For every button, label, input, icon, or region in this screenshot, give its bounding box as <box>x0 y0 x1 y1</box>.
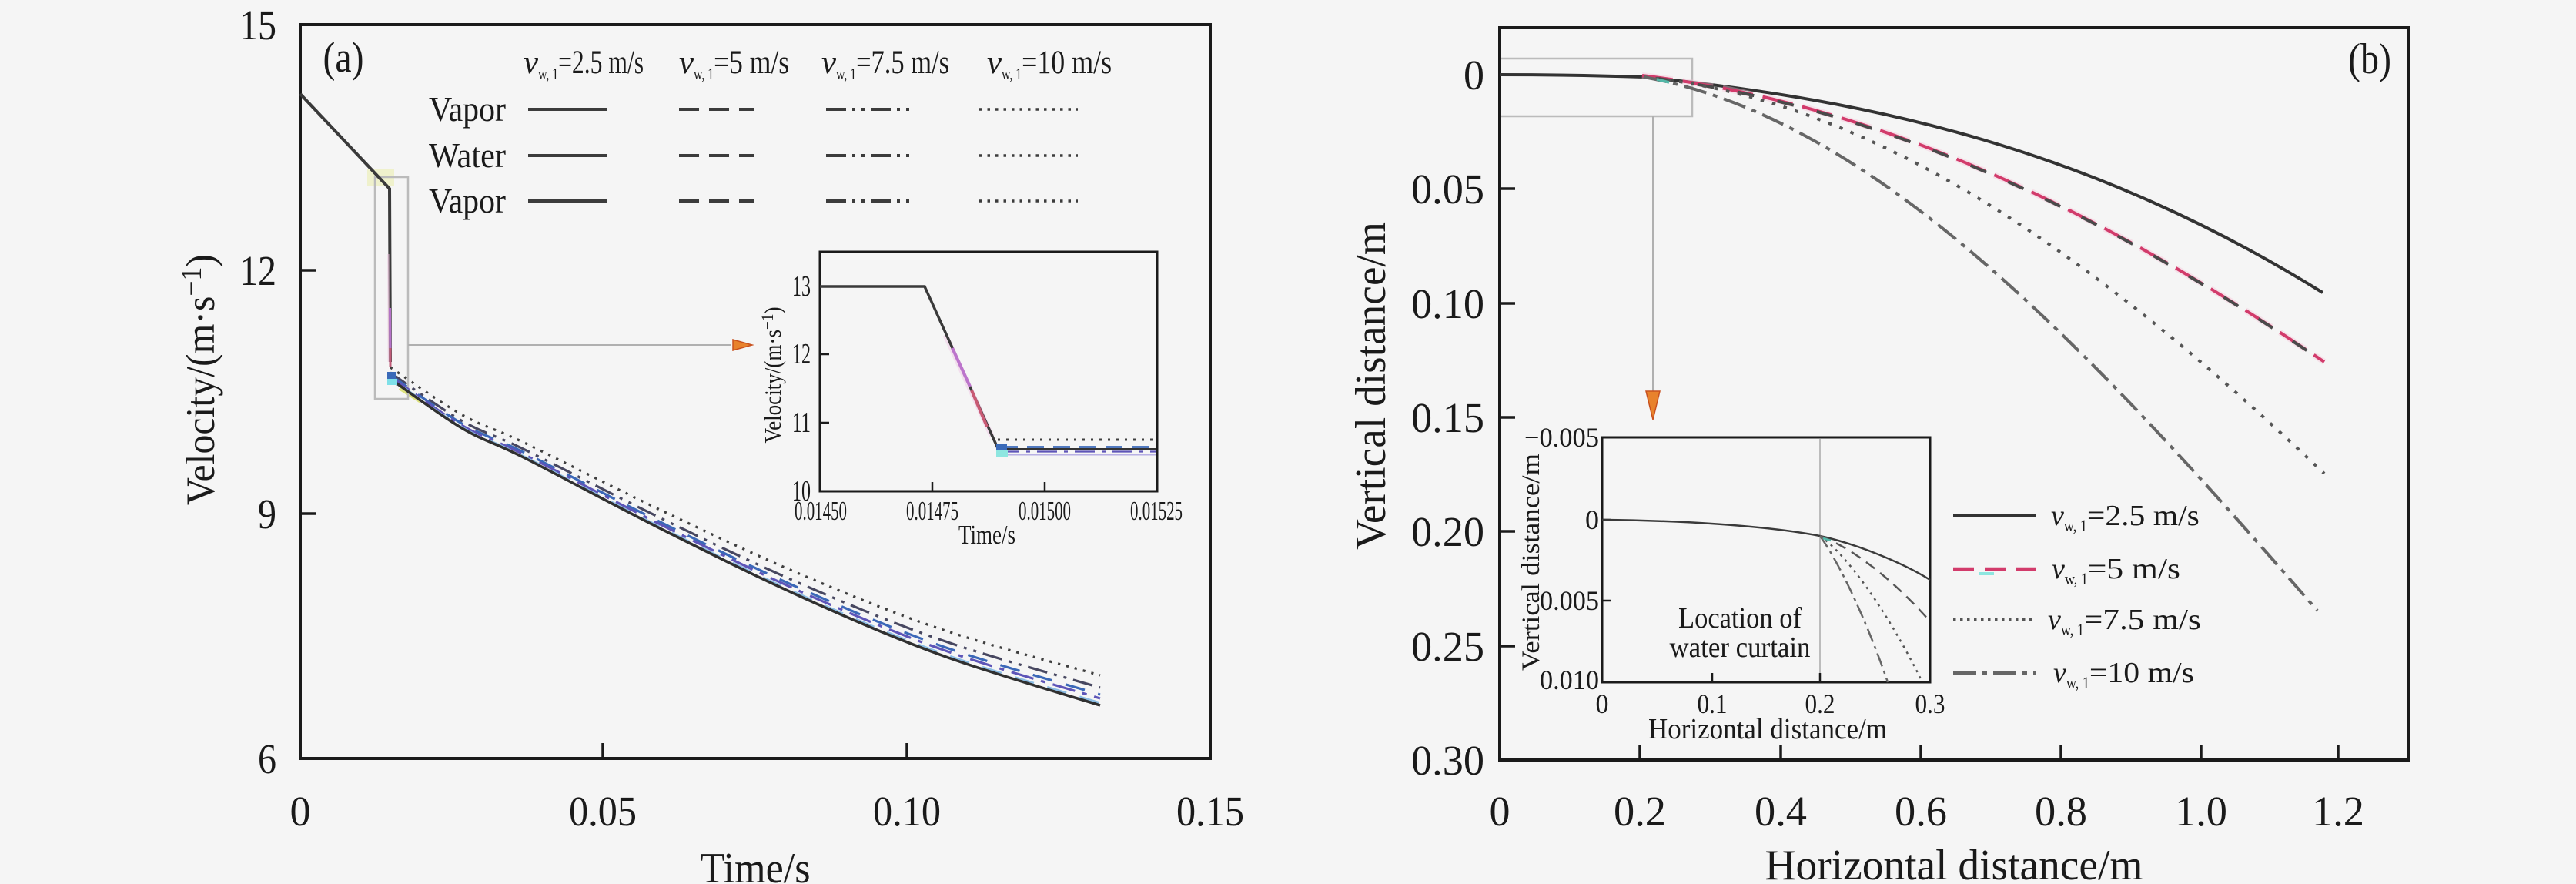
svg-text:0: 0 <box>1464 52 1484 99</box>
svg-text:0.10: 0.10 <box>1411 280 1484 327</box>
svg-text:(b): (b) <box>2348 35 2391 83</box>
svg-text:0.3: 0.3 <box>1915 688 1945 719</box>
svg-text:0: 0 <box>290 788 311 835</box>
svg-text:0.01450: 0.01450 <box>795 496 847 526</box>
svg-text:0.05: 0.05 <box>569 788 637 835</box>
svg-text:0.01500: 0.01500 <box>1019 496 1071 526</box>
svg-text:1.0: 1.0 <box>2175 788 2227 835</box>
svg-text:0: 0 <box>1596 688 1609 719</box>
svg-text:(a): (a) <box>323 34 364 82</box>
svg-text:Horizontal distance/m: Horizontal distance/m <box>1765 842 2143 884</box>
svg-text:vw, 1=7.5 m/s: vw, 1=7.5 m/s <box>2048 604 2201 639</box>
svg-text:Vapor: Vapor <box>429 182 506 220</box>
svg-text:Horizontal distance/m: Horizontal distance/m <box>1648 713 1887 745</box>
svg-text:10: 10 <box>792 475 811 507</box>
svg-text:0.8: 0.8 <box>2035 788 2087 835</box>
svg-text:0: 0 <box>1490 788 1510 835</box>
svg-text:0.20: 0.20 <box>1411 508 1484 555</box>
svg-text:12: 12 <box>792 338 811 370</box>
svg-text:12: 12 <box>239 247 276 294</box>
svg-text:Vertical distance/m: Vertical distance/m <box>1517 454 1545 671</box>
svg-text:vw, 1=2.5 m/s: vw, 1=2.5 m/s <box>2051 500 2200 535</box>
svg-text:6: 6 <box>258 735 276 782</box>
svg-text:0.05: 0.05 <box>1411 166 1484 213</box>
svg-text:0.01475: 0.01475 <box>906 496 958 526</box>
svg-text:0.30: 0.30 <box>1411 737 1484 784</box>
svg-text:0.15: 0.15 <box>1176 788 1244 835</box>
svg-text:15: 15 <box>239 2 276 49</box>
svg-text:0.2: 0.2 <box>1614 788 1666 835</box>
svg-text:9: 9 <box>258 491 276 537</box>
svg-text:Location of: Location of <box>1678 602 1802 635</box>
svg-text:0.15: 0.15 <box>1411 394 1484 441</box>
svg-text:vw, 1=7.5 m/s: vw, 1=7.5 m/s <box>821 45 949 83</box>
svg-text:water curtain: water curtain <box>1670 631 1811 664</box>
svg-text:vw, 1=5 m/s: vw, 1=5 m/s <box>679 45 789 83</box>
svg-text:0: 0 <box>1585 504 1599 535</box>
svg-text:vw, 1=2.5 m/s: vw, 1=2.5 m/s <box>524 45 644 83</box>
svg-text:Vertical distance/m: Vertical distance/m <box>1347 222 1395 550</box>
svg-text:−0.005: −0.005 <box>1524 422 1599 453</box>
svg-text:vw, 1=10 m/s: vw, 1=10 m/s <box>987 45 1112 83</box>
svg-text:vw, 1=5 m/s: vw, 1=5 m/s <box>2052 553 2180 588</box>
svg-text:0.01525: 0.01525 <box>1130 496 1183 526</box>
svg-text:Time/s: Time/s <box>958 520 1015 550</box>
svg-text:Vapor: Vapor <box>429 90 506 129</box>
svg-text:Time/s: Time/s <box>701 845 811 884</box>
svg-text:1.2: 1.2 <box>2312 788 2364 835</box>
svg-text:vw, 1=10 m/s: vw, 1=10 m/s <box>2053 657 2194 692</box>
svg-text:Water: Water <box>429 136 506 175</box>
svg-text:0.6: 0.6 <box>1895 788 1947 835</box>
svg-text:0.1: 0.1 <box>1698 688 1728 719</box>
svg-text:13: 13 <box>792 270 811 303</box>
svg-text:0.10: 0.10 <box>873 788 941 835</box>
svg-text:11: 11 <box>792 407 811 439</box>
svg-text:0.005: 0.005 <box>1540 585 1599 616</box>
svg-text:0.010: 0.010 <box>1540 665 1599 695</box>
svg-text:0.2: 0.2 <box>1805 688 1835 719</box>
svg-text:0.25: 0.25 <box>1411 623 1484 670</box>
svg-text:0.4: 0.4 <box>1755 788 1807 835</box>
